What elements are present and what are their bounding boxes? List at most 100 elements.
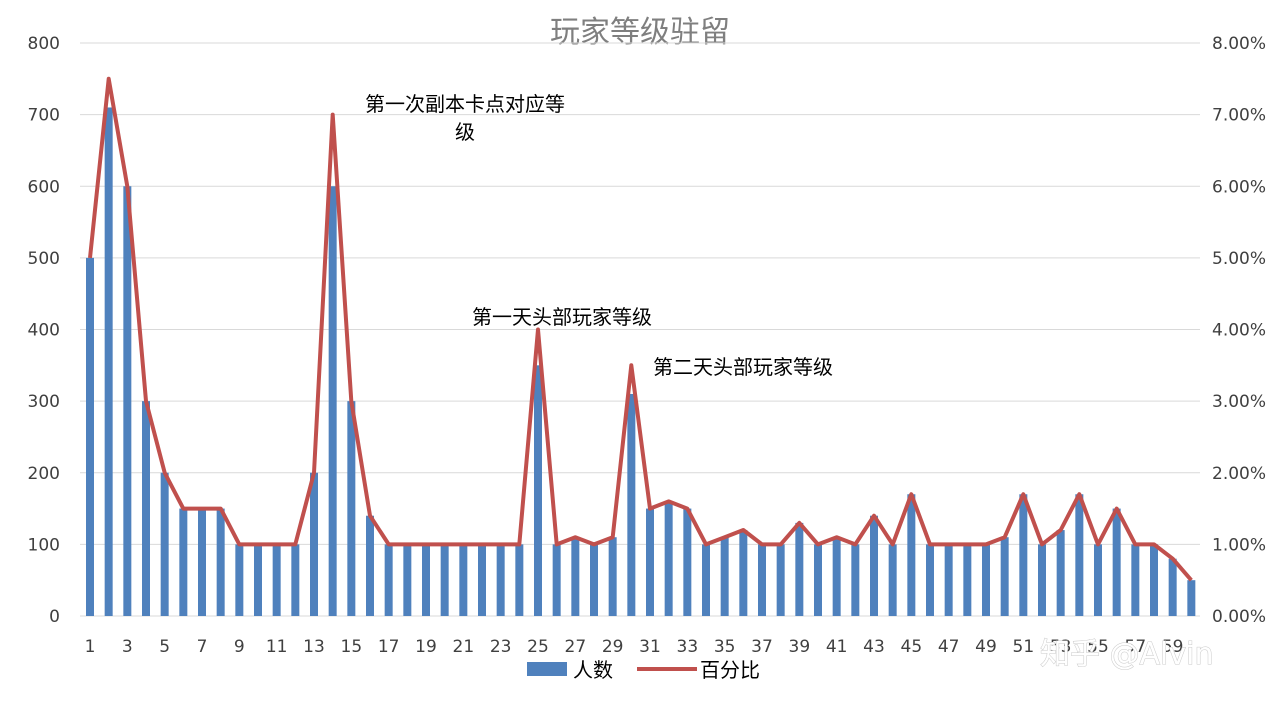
x-tick-label: 33: [677, 637, 699, 657]
y-right-tick-label: 7.00%: [1212, 106, 1266, 126]
bar: [1038, 544, 1046, 616]
bar: [944, 544, 953, 616]
x-tick-label: 7: [197, 637, 208, 657]
bar: [571, 537, 580, 616]
bar: [608, 537, 617, 616]
x-tick-label: 35: [714, 637, 736, 657]
watermark: 知乎 @Alvin: [1040, 637, 1214, 672]
annotation-line: 级: [455, 120, 475, 144]
bar: [907, 494, 916, 616]
bar: [1056, 530, 1065, 616]
bar: [1000, 537, 1009, 616]
x-tick-label: 25: [527, 637, 549, 657]
bar: [291, 544, 300, 616]
x-tick-label: 27: [565, 637, 587, 657]
y-left-tick-label: 100: [28, 535, 60, 555]
y-right-tick-label: 2.00%: [1212, 464, 1266, 484]
y-left-tick-label: 200: [28, 464, 60, 484]
bar: [478, 544, 486, 616]
bar: [814, 544, 822, 616]
x-tick-label: 21: [453, 637, 475, 657]
x-tick-label: 17: [378, 637, 400, 657]
bar: [683, 508, 692, 616]
bar: [888, 544, 897, 616]
bar: [534, 365, 542, 616]
y-left-tick-label: 800: [28, 34, 60, 54]
x-tick-label: 11: [266, 637, 288, 657]
gridlines: [80, 42, 1200, 617]
bar: [552, 544, 561, 616]
y-right-tick-label: 1.00%: [1212, 535, 1266, 555]
bar: [1075, 494, 1084, 616]
bar: [1131, 544, 1140, 616]
bar: [832, 537, 841, 616]
bar: [795, 522, 804, 616]
legend-label-bar: 人数: [573, 658, 613, 682]
bar: [627, 393, 636, 616]
y-right-tick-label: 8.00%: [1212, 34, 1266, 54]
x-tick-label: 3: [122, 637, 133, 657]
x-tick-label: 15: [341, 637, 363, 657]
bar: [198, 508, 206, 616]
chart-title: 玩家等级驻留: [550, 15, 730, 50]
bar: [758, 544, 766, 616]
y-right-tick-label: 3.00%: [1212, 392, 1266, 412]
percentage-line: [88, 76, 1193, 582]
bar: [104, 107, 113, 617]
annotation-line: 第一次副本卡点对应等: [365, 92, 565, 116]
y-left-tick-label: 300: [28, 392, 60, 412]
bar: [496, 544, 505, 616]
bar: [347, 401, 356, 616]
x-tick-label: 19: [415, 637, 437, 657]
annotation-dungeon-level: 第一次副本卡点对应等级: [365, 92, 565, 144]
x-tick-label: 1: [85, 637, 96, 657]
y-left-tick-label: 700: [28, 106, 60, 126]
bar: [160, 472, 169, 616]
bar: [776, 544, 785, 616]
bar: [1150, 544, 1158, 616]
y-right-tick-label: 6.00%: [1212, 177, 1266, 197]
bar: [590, 544, 598, 616]
x-tick-label: 5: [159, 637, 170, 657]
x-tick-label: 23: [490, 637, 512, 657]
x-tick-label: 41: [826, 637, 848, 657]
legend-label-line: 百分比: [700, 658, 760, 682]
y-axis-left: 0 100 200 300 400 500 600 700 800: [28, 34, 60, 627]
bar: [515, 544, 524, 616]
bar: [403, 544, 412, 616]
x-tick-label: 13: [303, 637, 325, 657]
y-left-tick-label: 400: [28, 321, 60, 341]
bar: [646, 508, 654, 616]
y-left-tick-label: 0: [49, 607, 60, 627]
x-tick-label: 49: [975, 637, 997, 657]
bar: [179, 508, 188, 616]
bar-series: [86, 107, 1196, 617]
x-tick-label: 31: [639, 637, 661, 657]
bar: [1019, 494, 1028, 616]
bar: [720, 537, 729, 616]
legend-swatch-bar: [527, 662, 567, 676]
bar: [142, 401, 150, 616]
y-left-tick-label: 500: [28, 249, 60, 269]
bar: [272, 544, 281, 616]
x-tick-label: 9: [234, 637, 245, 657]
legend: 人数 百分比: [527, 658, 760, 682]
bar: [440, 544, 449, 616]
x-tick-label: 39: [789, 637, 811, 657]
bar: [123, 186, 132, 616]
y-right-tick-label: 4.00%: [1212, 321, 1266, 341]
x-tick-label: 37: [751, 637, 773, 657]
bar: [926, 544, 934, 616]
bar: [254, 544, 262, 616]
bar: [982, 544, 990, 616]
bar: [702, 544, 710, 616]
x-tick-label: 47: [938, 637, 960, 657]
x-tick-label: 45: [901, 637, 923, 657]
annotation-day1-top-level: 第一天头部玩家等级: [472, 305, 652, 329]
x-tick-label: 53: [1050, 637, 1072, 657]
bar: [1094, 544, 1102, 616]
x-tick-label: 59: [1162, 637, 1184, 657]
x-tick-label: 43: [863, 637, 885, 657]
x-tick-label: 29: [602, 637, 624, 657]
